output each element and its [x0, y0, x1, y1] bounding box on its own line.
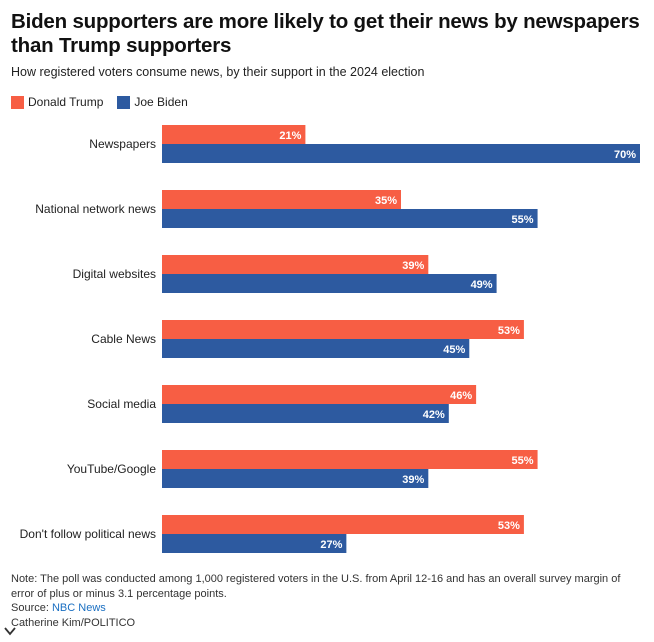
bar-chart: Newspapers 21% 70% National network news 35%… [20, 125, 640, 553]
data-label-joe-biden-digital-websites: 49% [471, 279, 493, 291]
chart-title: Biden supporters are more likely to get … [11, 10, 640, 57]
data-label-donald-trump-don-t-follow-political-news: 53% [498, 520, 520, 532]
footer-source: Source: NBC News [11, 601, 641, 616]
footer-note: Note: The poll was conducted among 1,000… [11, 573, 621, 600]
legend-label-trump: Donald Trump [28, 95, 104, 109]
category-label-cable-news: Cable News [91, 332, 156, 346]
data-label-joe-biden-social-media: 42% [423, 409, 445, 421]
bar-joe-biden-cable-news [162, 339, 470, 358]
chevron-down-icon[interactable] [2, 624, 18, 638]
source-link[interactable]: NBC News [51, 602, 106, 614]
bar-donald-trump-social-media [162, 385, 477, 404]
data-label-joe-biden-don-t-follow-political-news: 27% [320, 539, 342, 551]
bar-donald-trump-national-network-news [162, 190, 401, 209]
legend-swatch-trump [11, 95, 24, 109]
bar-joe-biden-youtube-google [162, 469, 429, 488]
bar-joe-biden-social-media [162, 404, 449, 423]
source-label: Source: [11, 602, 49, 614]
chart-subtitle: How registered voters consume news, by t… [11, 65, 425, 79]
legend-label-biden: Joe Biden [134, 95, 188, 109]
data-label-donald-trump-national-network-news: 35% [375, 195, 397, 207]
bar-donald-trump-digital-websites [162, 255, 429, 274]
data-label-joe-biden-cable-news: 45% [443, 344, 465, 356]
data-label-donald-trump-cable-news: 53% [498, 325, 520, 337]
footer-credit: Catherine Kim/POLITICO [11, 616, 136, 629]
legend-item-biden: Joe Biden [117, 95, 188, 109]
bar-donald-trump-cable-news [162, 320, 524, 339]
data-label-donald-trump-youtube-google: 55% [512, 455, 534, 467]
bar-joe-biden-digital-websites [162, 274, 497, 293]
category-label-digital-websites: Digital websites [73, 267, 156, 281]
category-label-youtube-google: YouTube/Google [67, 462, 157, 476]
bar-donald-trump-newspapers [162, 125, 306, 144]
data-label-donald-trump-newspapers: 21% [279, 130, 301, 142]
category-label-don-t-follow-political-news: Don't follow political news [20, 527, 156, 541]
data-label-donald-trump-digital-websites: 39% [402, 260, 424, 272]
category-label-social-media: Social media [87, 397, 156, 411]
category-label-newspapers: Newspapers [89, 137, 156, 151]
legend-swatch-biden [117, 95, 131, 109]
bar-joe-biden-newspapers [162, 144, 640, 163]
data-label-joe-biden-newspapers: 70% [614, 149, 636, 161]
bar-donald-trump-don-t-follow-political-news [162, 515, 524, 534]
data-label-joe-biden-youtube-google: 39% [402, 474, 424, 486]
bar-joe-biden-national-network-news [162, 209, 538, 228]
category-label-national-network-news: National network news [35, 202, 156, 216]
legend-item-trump: Donald Trump [11, 95, 103, 109]
bar-donald-trump-youtube-google [162, 450, 538, 469]
bar-joe-biden-don-t-follow-political-news [162, 534, 347, 553]
data-label-joe-biden-national-network-news: 55% [512, 214, 534, 226]
legend: Donald Trump Joe Biden [11, 95, 202, 109]
data-label-donald-trump-social-media: 46% [450, 390, 472, 402]
footer: Note: The poll was conducted among 1,000… [11, 572, 641, 630]
